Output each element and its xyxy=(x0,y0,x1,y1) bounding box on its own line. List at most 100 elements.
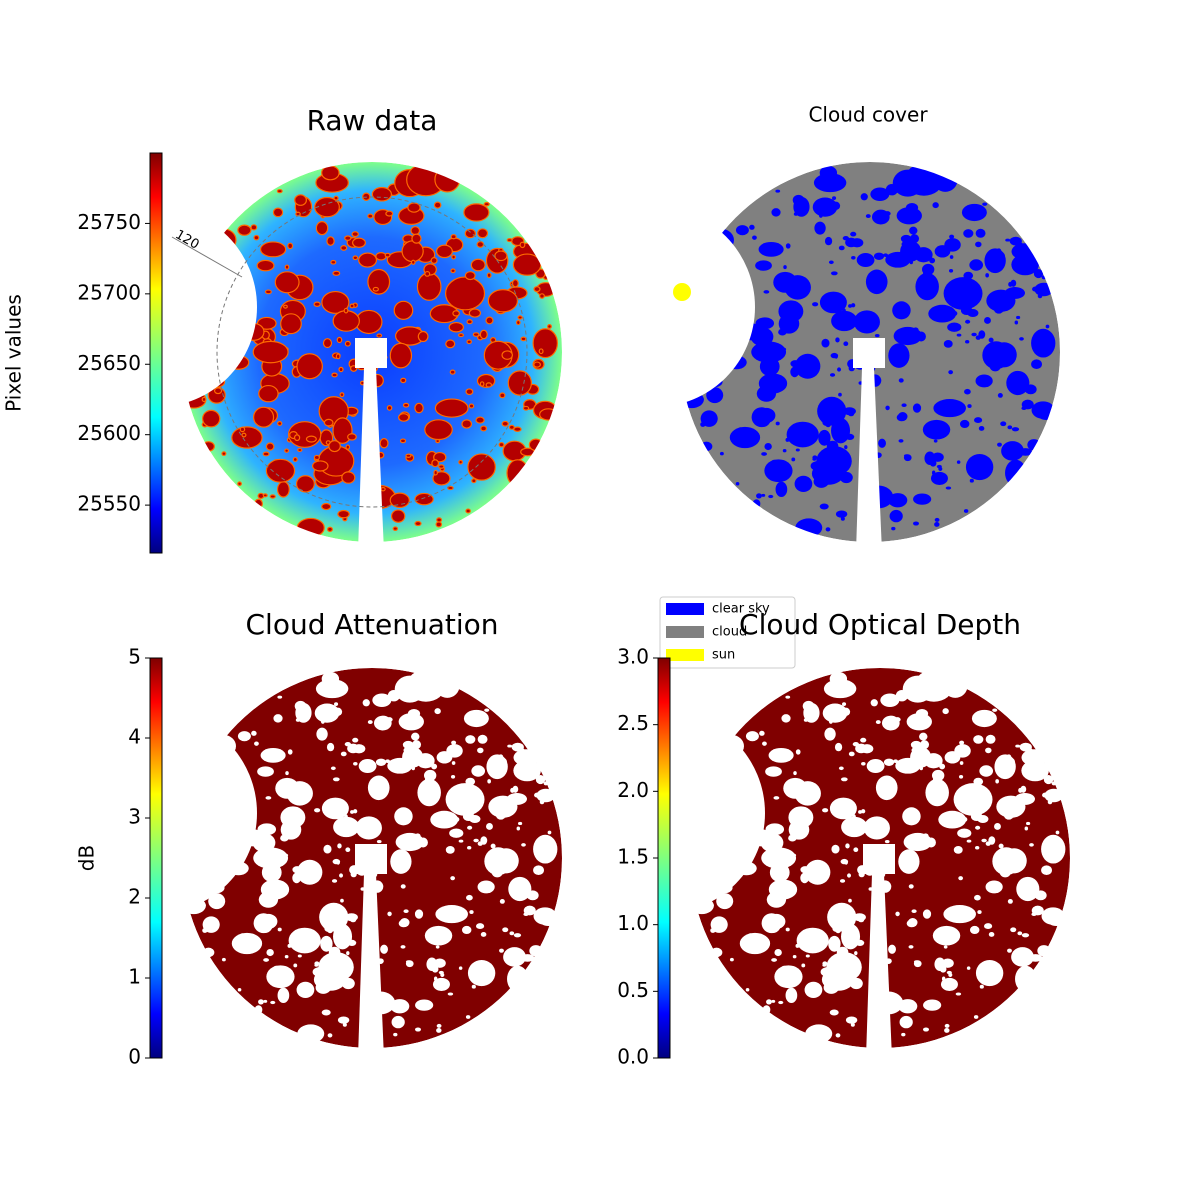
image-blob xyxy=(305,435,317,443)
image-blob xyxy=(239,426,246,433)
image-blob xyxy=(984,923,993,930)
image-blob xyxy=(770,837,778,846)
image-blob xyxy=(410,226,421,236)
image-blob xyxy=(347,433,357,441)
image-blob xyxy=(861,809,866,814)
image-blob xyxy=(745,731,759,742)
image-blob xyxy=(982,202,988,206)
image-blob xyxy=(434,398,469,418)
image-blob xyxy=(477,228,489,239)
image-blob xyxy=(466,319,473,325)
image-blob xyxy=(433,469,438,476)
image-blob xyxy=(933,439,938,443)
image-blob xyxy=(984,382,990,387)
image-blob xyxy=(774,948,782,957)
image-blob xyxy=(480,425,487,432)
image-blob xyxy=(509,931,515,936)
sky-image xyxy=(689,668,1070,1048)
image-blob xyxy=(708,228,734,252)
image-blob xyxy=(949,234,955,239)
image-blob xyxy=(874,334,880,338)
image-blob xyxy=(845,1016,858,1024)
image-blob xyxy=(375,252,387,261)
image-blob xyxy=(856,253,875,268)
image-blob xyxy=(858,810,863,814)
image-blob xyxy=(878,438,886,448)
colorbar-tick-label: 2.5 xyxy=(617,711,649,735)
image-blob xyxy=(253,234,260,241)
image-blob xyxy=(287,749,293,755)
image-blob xyxy=(461,419,473,429)
image-blob xyxy=(824,440,829,445)
image-blob xyxy=(316,727,328,741)
image-blob xyxy=(973,777,984,786)
image-blob xyxy=(328,946,341,958)
image-blob xyxy=(850,238,864,248)
image-blob xyxy=(860,744,874,754)
image-blob xyxy=(1033,268,1044,279)
image-blob xyxy=(295,475,315,493)
image-blob xyxy=(966,966,971,970)
image-blob xyxy=(764,442,772,451)
image-blob xyxy=(943,945,948,949)
image-blob xyxy=(451,740,457,745)
image-blob xyxy=(908,884,914,889)
image-blob xyxy=(222,355,230,362)
image-blob xyxy=(953,846,963,854)
image-blob xyxy=(901,403,907,408)
image-blob xyxy=(297,954,302,958)
image-blob xyxy=(431,763,438,770)
image-blob xyxy=(992,847,1021,876)
image-blob xyxy=(393,1032,398,1037)
image-blob xyxy=(764,459,793,483)
image-blob xyxy=(1000,350,1011,360)
image-blob xyxy=(904,163,944,196)
image-blob xyxy=(837,367,842,372)
image-blob xyxy=(971,709,997,728)
image-blob xyxy=(341,977,355,990)
image-blob xyxy=(237,782,243,787)
image-blob xyxy=(367,775,390,801)
image-blob xyxy=(761,847,797,869)
image-blob xyxy=(381,355,388,360)
image-blob xyxy=(506,238,513,243)
image-blob xyxy=(1028,748,1033,754)
image-blob xyxy=(431,459,440,468)
image-blob xyxy=(1005,238,1011,242)
image-blob xyxy=(332,310,360,332)
image-blob xyxy=(475,416,485,424)
image-blob xyxy=(722,827,726,832)
image-blob xyxy=(771,999,776,1003)
image-blob xyxy=(403,909,409,914)
image-blob xyxy=(418,837,428,848)
image-blob xyxy=(774,965,803,989)
image-blob xyxy=(394,807,413,826)
image-blob xyxy=(231,932,263,955)
image-blob xyxy=(1007,425,1013,430)
image-blob xyxy=(977,815,989,824)
image-blob xyxy=(344,235,352,241)
image-blob xyxy=(283,304,288,309)
image-blob xyxy=(547,324,552,329)
image-blob xyxy=(220,774,238,787)
image-blob xyxy=(861,513,871,522)
image-blob xyxy=(395,832,424,852)
image-blob xyxy=(400,884,406,889)
image-blob xyxy=(969,478,974,483)
image-blob xyxy=(284,448,290,453)
image-blob xyxy=(488,795,518,818)
image-blob xyxy=(988,932,995,937)
image-blob xyxy=(445,846,455,854)
image-blob xyxy=(269,494,276,499)
image-blob xyxy=(944,1023,950,1028)
image-blob xyxy=(518,821,523,826)
image-blob xyxy=(885,958,892,965)
image-blob xyxy=(735,481,740,486)
image-blob xyxy=(389,342,413,369)
image-blob xyxy=(910,740,922,749)
image-blob xyxy=(871,1019,881,1028)
image-blob xyxy=(910,746,932,768)
image-blob xyxy=(775,421,780,426)
image-blob xyxy=(756,493,762,499)
image-blob xyxy=(312,966,328,978)
